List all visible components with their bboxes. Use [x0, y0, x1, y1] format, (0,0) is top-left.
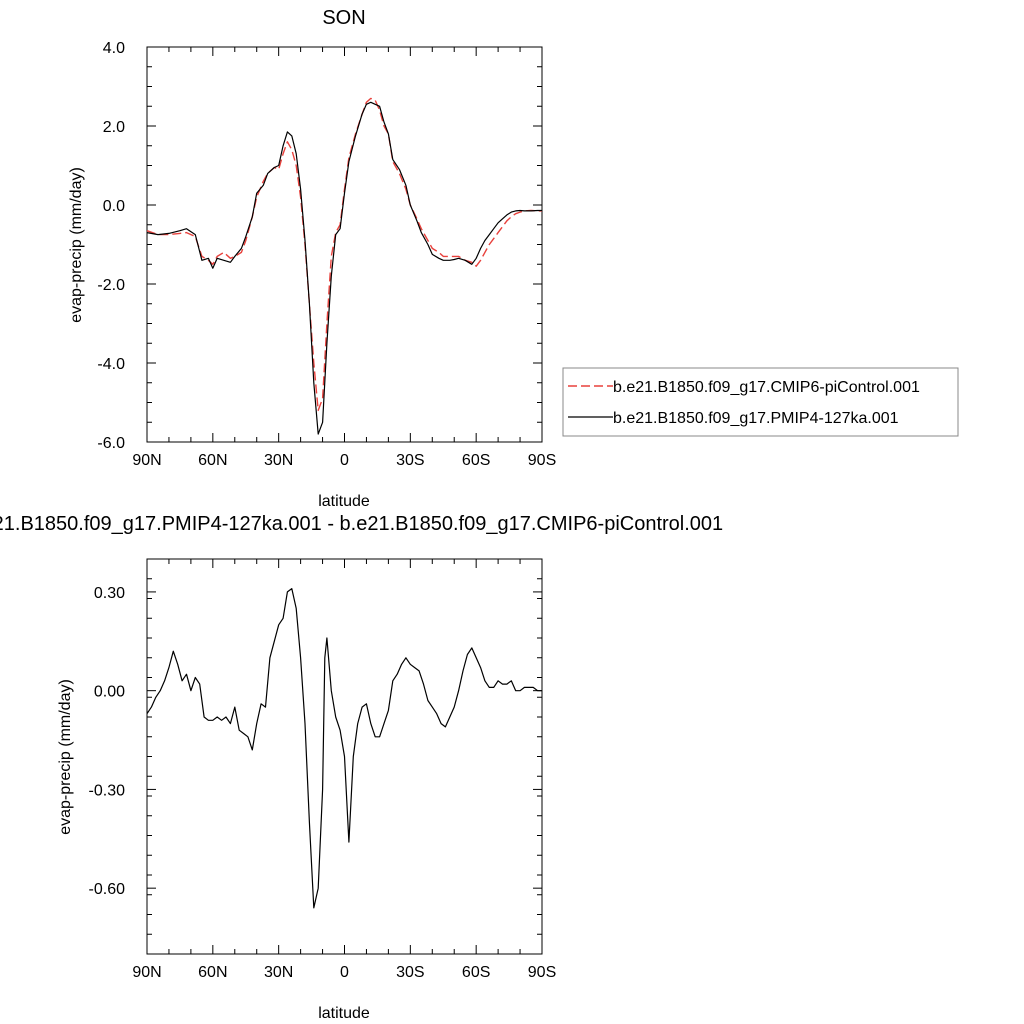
top-x-tick-label: 30N — [264, 452, 293, 469]
legend-label-pmip: b.e21.B1850.f09_g17.PMIP4-127ka.001 — [613, 410, 899, 427]
bottom-chart-title: b.e21.B1850.f09_g17.PMIP4-127ka.001 - b.… — [0, 513, 723, 535]
top-y-tick-label: -2.0 — [97, 277, 125, 294]
top-chart: SON 90N 60N 30N 0 30S 60S 90S 4.0 2.0 0.0 -2.0 -4.0… — [68, 7, 556, 510]
bottom-y-tick-label: -0.60 — [89, 881, 126, 898]
bottom-x-axis-label: latitude — [318, 1005, 370, 1022]
bottom-y-tick-label: -0.30 — [89, 782, 126, 799]
bottom-chart: b.e21.B1850.f09_g17.PMIP4-127ka.001 - b.… — [0, 513, 723, 1022]
top-y-tick-label: 2.0 — [103, 119, 125, 136]
bottom-x-tick-label: 30S — [396, 964, 424, 981]
top-y-tick-label: -6.0 — [97, 435, 125, 452]
bottom-y-tick-label: 0.00 — [94, 684, 125, 701]
top-x-axis-label: latitude — [318, 493, 370, 510]
top-y-tick-label: 4.0 — [103, 40, 125, 57]
bottom-y-axis-label: evap-precip (mm/day) — [57, 679, 74, 835]
top-series-line-0 — [146, 97, 542, 412]
bottom-x-tick-label: 0 — [340, 964, 349, 981]
top-x-tick-label: 30S — [396, 452, 424, 469]
bottom-x-tick-label: 30N — [264, 964, 293, 981]
top-chart-title: SON — [322, 7, 365, 29]
bottom-axis-ticks: 90N 60N 30N 0 30S 60S 90S 0.30 0.00 -0.30 -0.60 — [89, 558, 556, 981]
top-x-tick-label: 0 — [340, 452, 349, 469]
top-x-tick-label: 90S — [528, 452, 556, 469]
legend-label-control: b.e21.B1850.f09_g17.CMIP6-piControl.001 — [613, 379, 920, 396]
top-series-line-1 — [146, 101, 542, 435]
top-x-tick-label: 90N — [132, 452, 161, 469]
top-series-group — [146, 97, 542, 435]
legend-box — [562, 367, 959, 437]
bottom-series-group — [146, 587, 542, 909]
top-axis-ticks: 90N 60N 30N 0 30S 60S 90S 4.0 2.0 0.0 -2.0 -4.0 -6.0 — [97, 40, 556, 469]
legend: b.e21.B1850.f09_g17.CMIP6-piControl.001 … — [562, 367, 959, 437]
top-y-tick-label: -4.0 — [97, 356, 125, 373]
bottom-x-tick-label: 90N — [132, 964, 161, 981]
top-x-tick-label: 60S — [462, 452, 490, 469]
bottom-x-tick-label: 60N — [198, 964, 227, 981]
bottom-x-tick-label: 60S — [462, 964, 490, 981]
top-x-tick-label: 60N — [198, 452, 227, 469]
bottom-x-tick-label: 90S — [528, 964, 556, 981]
top-y-axis-label: evap-precip (mm/day) — [68, 167, 85, 323]
top-y-tick-label: 0.0 — [103, 198, 125, 215]
bottom-series-line-0 — [146, 587, 542, 909]
bottom-y-tick-label: 0.30 — [94, 585, 125, 602]
